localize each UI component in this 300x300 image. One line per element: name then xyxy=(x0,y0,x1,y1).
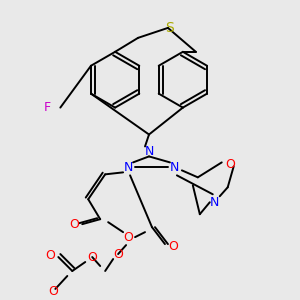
Text: O: O xyxy=(45,249,55,262)
Text: F: F xyxy=(44,101,51,114)
Text: O: O xyxy=(87,250,97,263)
Text: N: N xyxy=(123,161,133,174)
Text: O: O xyxy=(69,218,79,231)
Text: O: O xyxy=(123,231,133,244)
Text: N: N xyxy=(170,161,180,174)
Text: O: O xyxy=(48,285,58,298)
Text: N: N xyxy=(210,196,219,209)
Text: O: O xyxy=(113,248,123,261)
Text: O: O xyxy=(168,240,178,253)
Text: O: O xyxy=(225,158,235,171)
Text: S: S xyxy=(166,21,174,35)
Text: N: N xyxy=(144,145,154,158)
